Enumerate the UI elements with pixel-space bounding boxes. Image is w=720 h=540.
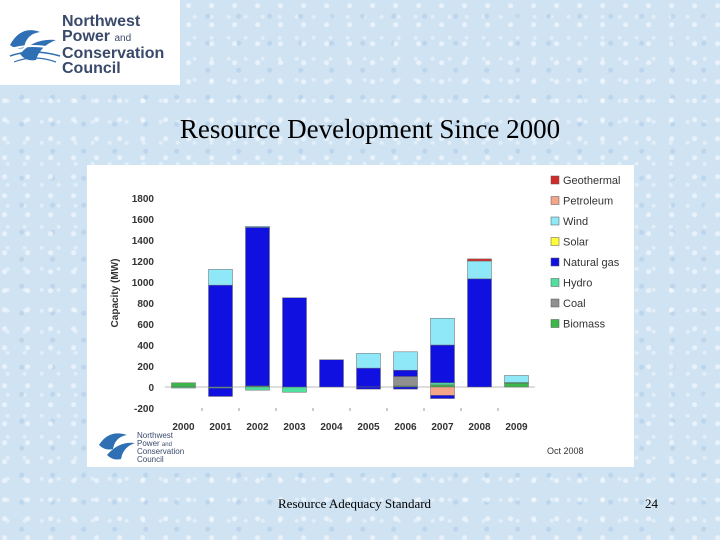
bar-segment-wind — [393, 351, 418, 371]
x-tick-label: 2002 — [246, 422, 269, 433]
bar-segment-wind — [208, 269, 233, 286]
chart-date-note: Oct 2008 — [547, 446, 584, 456]
legend-label: Petroleum — [563, 196, 613, 208]
y-tick-label: 1800 — [132, 194, 155, 205]
stacked-bar-chart: -200 0 200 400 600 800 1000 1200 1400 1600 1800 Cap… — [99, 175, 620, 464]
bar-segment-natural-gas — [282, 297, 307, 388]
legend-label: Hydro — [563, 278, 592, 290]
bar-segment-natural-gas-negative — [208, 387, 233, 397]
bar-segment-biomass — [171, 382, 196, 388]
y-tick-label: -200 — [134, 404, 154, 415]
x-tick-label: 2006 — [394, 422, 417, 433]
footer-logo-line-1: Northwest — [137, 431, 174, 440]
bar-segment-hydro — [430, 382, 455, 386]
x-tick-label: 2003 — [283, 422, 306, 433]
legend-label: Natural gas — [563, 257, 620, 269]
legend-swatch — [550, 278, 560, 287]
logo-wordmark: Northwest Power and Conservation Council — [62, 13, 165, 77]
y-tick-label: 800 — [137, 299, 154, 310]
legend-swatch — [550, 257, 560, 267]
logo-panel: Northwest Power and Conservation Council — [0, 0, 180, 85]
y-tick-label: 1600 — [132, 215, 155, 226]
y-tick-label: 0 — [148, 383, 154, 394]
bar-segment-natural-gas-negative — [356, 386, 381, 390]
footer-logo-icon — [99, 433, 135, 460]
logo-line-2-and: and — [114, 33, 132, 44]
council-logo-icon — [7, 30, 63, 63]
bar-segment-natural-gas — [319, 359, 344, 388]
footer-logo-and: and — [162, 442, 172, 448]
logo-line-3: Conservation — [62, 45, 165, 62]
legend-swatch — [550, 196, 560, 205]
bar-segment-hydro — [282, 386, 307, 393]
bar-segment-natural-gas — [356, 367, 381, 388]
x-tick-label: 2005 — [357, 422, 380, 433]
y-tick-label: 1000 — [132, 278, 155, 289]
legend-swatch — [550, 237, 560, 246]
x-tick-label: 2001 — [209, 422, 232, 433]
bar-segment-natural-gas — [430, 344, 455, 384]
bar-segment-hydro — [245, 386, 270, 391]
y-tick-label: 1200 — [132, 257, 155, 268]
bar-segment-natural-gas-negative — [393, 386, 418, 390]
page-number: 24 — [645, 496, 658, 511]
logo-line-2: Power — [62, 28, 111, 45]
y-axis-label: Capacity (MW) — [110, 259, 121, 328]
legend-swatch — [550, 175, 560, 185]
legend-label: Solar — [563, 237, 589, 249]
bar-segment-wind — [430, 317, 455, 346]
footer-logo-line-3: Conservation — [137, 447, 184, 456]
bar-segment-biomass — [430, 384, 455, 388]
bar-segment-natural-gas — [393, 369, 418, 377]
slide-footer: Resource Adequacy Standard — [278, 496, 432, 511]
footer-logo: Northwest Power and Conservation Council — [99, 431, 184, 464]
footer-logo-line-4: Council — [137, 455, 164, 464]
legend-label: Biomass — [563, 319, 606, 331]
bar-segment-biomass — [504, 383, 529, 388]
bar-segment-natural-gas — [245, 227, 270, 387]
bar-segment-hydro — [171, 386, 196, 389]
y-tick-label: 600 — [137, 320, 154, 331]
bar-segment-natural-gas-negative — [430, 395, 455, 399]
logo-line-1: Northwest — [62, 13, 141, 30]
legend-label: Geothermal — [563, 175, 620, 187]
legend-swatch — [550, 298, 560, 308]
bar-segment-natural-gas — [467, 278, 492, 388]
bar-segment-geothermal — [467, 258, 492, 262]
x-tick-label: 2008 — [468, 422, 491, 433]
bar-segment-natural-gas — [208, 284, 233, 388]
legend-swatch — [550, 319, 560, 328]
chart-panel: -200 0 200 400 600 800 1000 1200 1400 1600 1800 Cap… — [87, 165, 634, 467]
x-tick-label: 2004 — [320, 422, 343, 433]
legend-swatch — [550, 216, 560, 226]
bar-segment-wind — [504, 375, 529, 383]
y-tick-label: 1400 — [132, 236, 155, 247]
bar-segment-coal — [393, 376, 418, 387]
footer-logo-power: Power — [137, 439, 160, 448]
bar-segment-wind — [245, 226, 270, 228]
x-tick-label: 2007 — [431, 422, 454, 433]
bar-segment-petroleum — [430, 386, 455, 396]
logo-line-4: Council — [62, 60, 121, 77]
bar-segment-wind — [467, 260, 492, 280]
y-tick-label: 200 — [137, 362, 154, 373]
slide-title: Resource Development Since 2000 — [179, 114, 561, 144]
legend-label: Coal — [563, 298, 586, 310]
x-tick-label: 2000 — [172, 422, 195, 433]
x-tick-label: 2009 — [505, 422, 528, 433]
legend-label: Wind — [563, 216, 588, 228]
y-tick-label: 400 — [137, 341, 154, 352]
bar-segment-wind — [356, 353, 381, 369]
footer-logo-line-2: Power and — [137, 439, 172, 448]
